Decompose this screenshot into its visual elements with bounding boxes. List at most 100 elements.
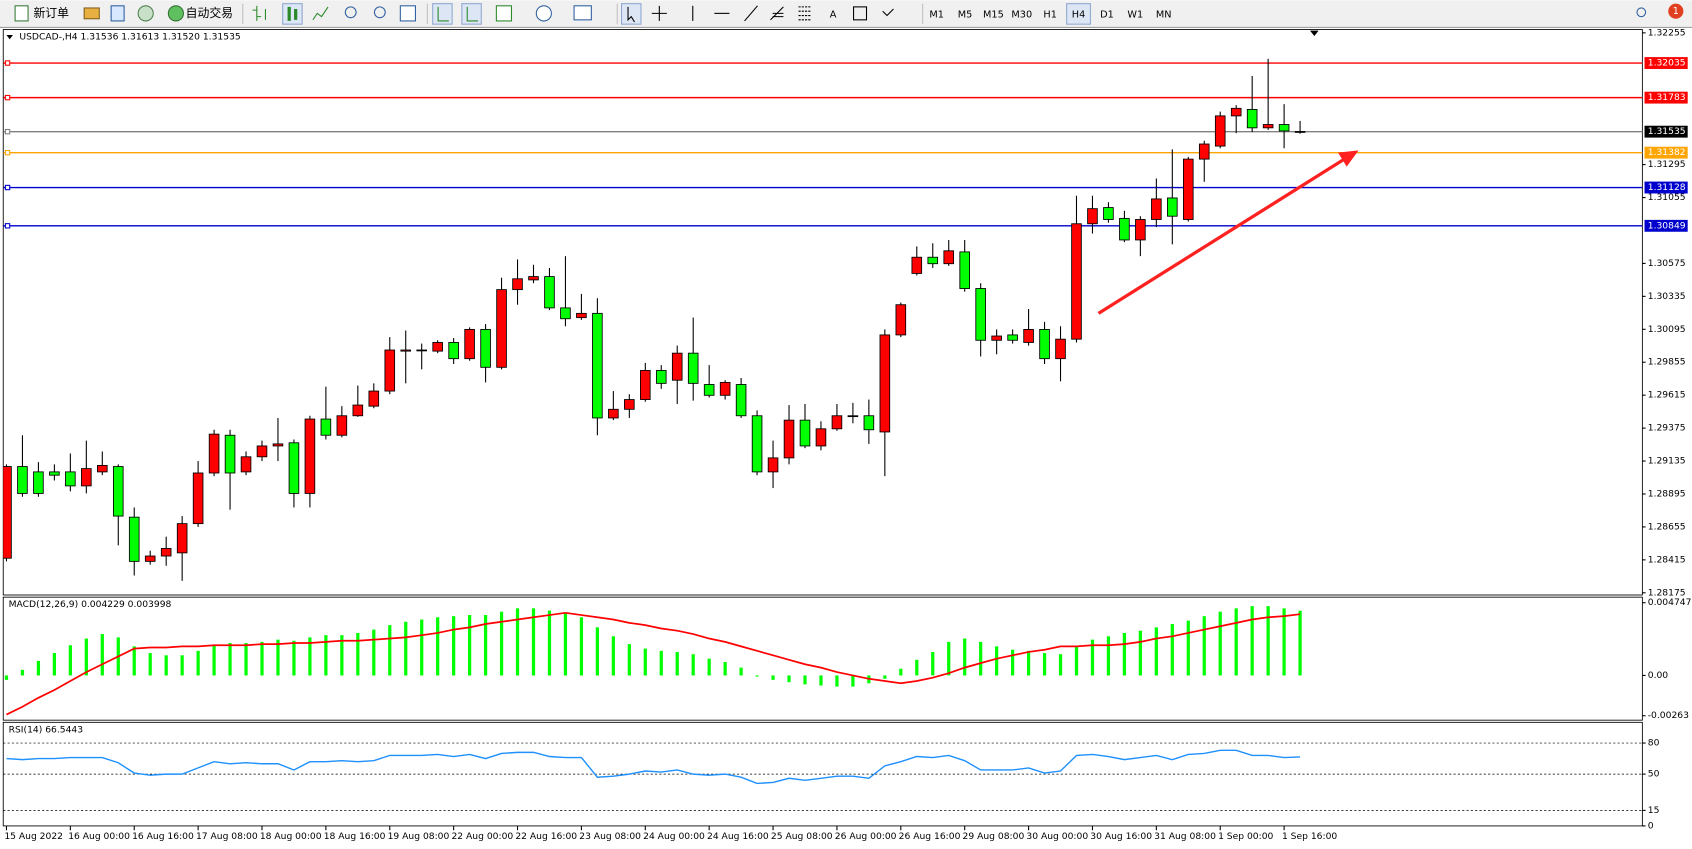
indicators-icon[interactable] <box>495 5 513 22</box>
x-tick-label: 30 Aug 16:00 <box>1090 831 1152 842</box>
symbol-dropdown <box>6 34 13 40</box>
histogram-bar <box>1250 606 1254 676</box>
x-tick-label: 1 Sep 00:00 <box>1218 831 1273 842</box>
channel-icon[interactable] <box>770 6 784 21</box>
notification-badge[interactable] <box>1668 3 1684 19</box>
auto-trade-icon[interactable] <box>167 5 184 22</box>
candle-body <box>1214 115 1226 147</box>
notification-count: 1 <box>1673 6 1679 17</box>
autoscroll-icon[interactable] <box>437 6 449 22</box>
candle-body <box>975 288 986 341</box>
candle-body <box>703 384 715 396</box>
level-handle <box>4 94 11 101</box>
histogram-bar <box>483 615 488 676</box>
y-tick-label: 1.28655 <box>1648 521 1686 532</box>
timeframe-button[interactable]: M15 <box>983 9 1004 20</box>
timeframe-button[interactable]: H1 <box>1043 9 1056 20</box>
histogram-bar <box>467 615 472 676</box>
histogram-bar <box>771 675 775 680</box>
histogram-bar <box>1218 611 1222 676</box>
candle-body <box>400 349 412 352</box>
timeframe-button[interactable]: D1 <box>1100 9 1114 20</box>
x-tick-label: 26 Aug 00:00 <box>835 831 897 842</box>
indicator-label: RSI(14) 66.5443 <box>9 724 84 735</box>
new-order-button[interactable]: 新订单 <box>33 6 69 20</box>
search-icon[interactable] <box>1636 7 1647 18</box>
x-tick-label: 24 Aug 16:00 <box>707 831 769 842</box>
panel <box>3 58 1643 581</box>
candle-body <box>735 384 747 417</box>
candle-body <box>624 399 635 410</box>
auto-trade-button[interactable]: 自动交易 <box>186 6 233 20</box>
icon-pressed[interactable] <box>621 3 642 25</box>
histogram-bar <box>404 621 408 676</box>
histogram-bar <box>340 635 344 676</box>
level-handle <box>4 184 11 191</box>
line-icon[interactable] <box>312 6 329 21</box>
histogram-bar <box>324 635 328 676</box>
trendline-icon[interactable] <box>744 5 758 22</box>
x-tick-label: 22 Aug 00:00 <box>451 831 513 842</box>
timeframe-button[interactable]: MN <box>1156 9 1172 20</box>
tile-icon[interactable] <box>399 5 416 22</box>
histogram-bar <box>691 654 695 676</box>
y-tick-label: 1.30575 <box>1648 258 1686 269</box>
y-tick-label: 1.30095 <box>1648 324 1686 335</box>
bar-chart-icon[interactable] <box>252 5 266 21</box>
candle-body <box>496 289 507 368</box>
candle-body <box>767 457 779 473</box>
timeframe-button[interactable]: M30 <box>1011 9 1032 20</box>
histogram-bar <box>579 617 584 676</box>
candle-body <box>176 523 188 554</box>
histogram-bar <box>372 629 376 676</box>
histogram-bar <box>947 641 951 676</box>
crosshair-icon[interactable] <box>651 5 667 21</box>
y-tick-label: 1.29615 <box>1648 390 1686 401</box>
text-icon[interactable]: A <box>830 9 837 20</box>
histogram-bar <box>915 659 919 676</box>
price-level-box <box>1644 219 1688 232</box>
templates-icon[interactable] <box>573 5 592 21</box>
candle-body <box>17 466 28 494</box>
fibo-icon[interactable] <box>798 6 812 21</box>
new-order-icon[interactable] <box>14 5 29 22</box>
price-level-box <box>1644 181 1688 194</box>
candle-body <box>608 408 619 419</box>
arrows-icon[interactable] <box>882 8 894 17</box>
y-tick-label: -0.00263 <box>1648 710 1689 721</box>
histogram-bar <box>292 640 296 676</box>
candle-body <box>49 471 60 476</box>
periods-icon[interactable] <box>535 5 552 22</box>
icon[interactable] <box>137 5 154 22</box>
candle-body <box>1071 223 1082 340</box>
histogram-bar <box>1202 616 1206 676</box>
zoom-out-icon[interactable] <box>373 6 386 19</box>
histogram-bar <box>787 675 791 683</box>
histogram-bar <box>739 667 743 676</box>
timeframe-button[interactable]: M5 <box>958 9 973 20</box>
candle-icon[interactable] <box>287 6 298 21</box>
candle-body <box>687 352 699 384</box>
candle-body <box>320 418 332 436</box>
label-icon[interactable] <box>853 6 868 21</box>
shift-icon[interactable] <box>466 6 479 22</box>
trend-arrow-head <box>1338 150 1359 167</box>
cursor-icon[interactable] <box>627 6 635 23</box>
y-tick-label: 0 <box>1648 820 1654 831</box>
candle-body <box>815 428 827 447</box>
timeframe-button[interactable]: M1 <box>929 9 944 20</box>
trend-arrow <box>1097 157 1346 315</box>
candle-body <box>655 370 667 384</box>
icon[interactable] <box>110 5 125 22</box>
zoom-in-icon[interactable] <box>344 6 357 19</box>
candle-body <box>927 256 939 265</box>
icon-pressed[interactable] <box>282 3 303 25</box>
timeframe-button[interactable]: W1 <box>1127 9 1143 20</box>
candle-body <box>3 466 12 559</box>
timeframe-button[interactable]: H4 <box>1072 9 1085 20</box>
icon[interactable] <box>83 7 100 20</box>
level-handle <box>4 149 11 156</box>
panel-frame <box>2 29 1643 596</box>
histogram-bar <box>723 662 727 676</box>
candle-body <box>592 312 603 419</box>
